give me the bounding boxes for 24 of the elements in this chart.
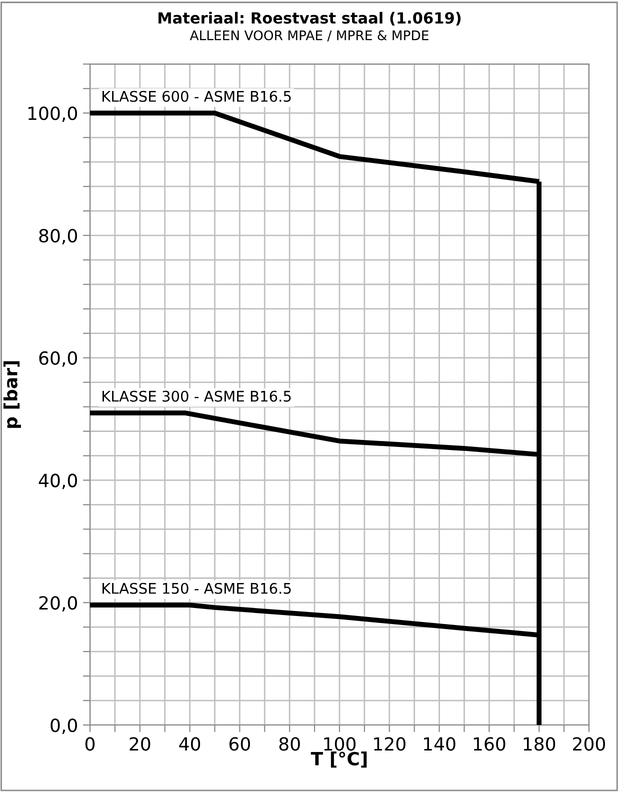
x-tick-label: 160 xyxy=(474,737,506,751)
y-tick-label: 40,0 xyxy=(38,474,77,490)
y-tick-label: 60,0 xyxy=(39,351,77,367)
y-tick-label: 80,0 xyxy=(39,228,77,244)
x-tick-label: 200 xyxy=(573,737,606,751)
x-axis-title: T [°C] xyxy=(310,752,367,768)
y-tick-label: 20,0 xyxy=(39,596,77,612)
x-tick-label: 180 xyxy=(524,737,556,751)
y-tick-label: 100,0 xyxy=(28,106,77,122)
series-label: KLASSE 150 - ASME B16.5 xyxy=(102,582,291,594)
series-label: KLASSE 300 - ASME B16.5 xyxy=(102,390,291,402)
x-tick-label: 20 xyxy=(130,737,150,751)
x-tick-label: 100 xyxy=(324,737,356,751)
x-tick-label: 40 xyxy=(179,737,200,751)
chart-title: Materiaal: Roestvast staal (1.0619) xyxy=(158,12,461,26)
y-axis-title: p [bar] xyxy=(3,361,21,428)
chart-subtitle: ALLEEN VOOR MPAE / MPRE & MPDE xyxy=(190,30,428,42)
x-tick-label: 80 xyxy=(279,737,300,751)
x-tick-label: 0 xyxy=(85,737,95,751)
x-tick-label: 140 xyxy=(424,737,456,751)
x-tick-label: 60 xyxy=(229,737,250,751)
x-tick-label: 120 xyxy=(374,737,406,751)
y-tick-label: 0,0 xyxy=(50,718,77,734)
series-label: KLASSE 600 - ASME B16.5 xyxy=(102,90,291,102)
